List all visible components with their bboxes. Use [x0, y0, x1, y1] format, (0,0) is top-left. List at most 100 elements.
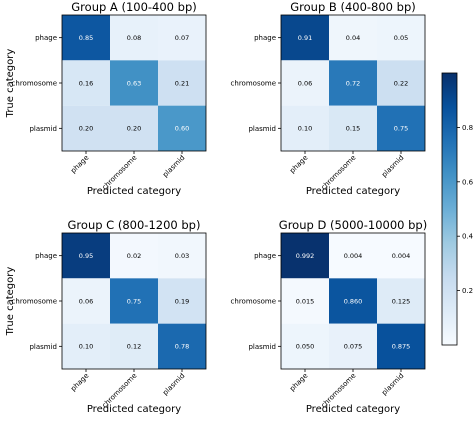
y-axis-label: True category — [5, 49, 16, 119]
heatmap-cell — [158, 15, 206, 61]
cell-value-label: 0.75 — [394, 125, 408, 133]
heatmap-cell — [377, 15, 425, 61]
panel-title: Group D (5000-10000 bp) — [279, 218, 427, 232]
cell-value-label: 0.992 — [296, 252, 315, 260]
y-tick-label: phage — [254, 34, 276, 42]
cell-value-label: 0.63 — [127, 79, 141, 87]
x-tick-label: plasmid — [161, 154, 186, 179]
x-tick-label: phage — [69, 154, 90, 175]
x-tick-label: plasmid — [380, 372, 405, 397]
cell-value-label: 0.04 — [346, 34, 360, 42]
y-axis-label: True category — [5, 267, 16, 337]
x-axis-label: Predicted category — [306, 404, 400, 415]
cell-value-label: 0.19 — [175, 297, 189, 305]
cell-value-label: 0.050 — [296, 343, 315, 351]
heatmap-cell — [281, 323, 329, 369]
cell-value-label: 0.015 — [296, 297, 315, 305]
cell-value-label: 0.10 — [79, 343, 93, 351]
y-tick-label: plasmid — [248, 343, 276, 351]
cell-value-label: 0.875 — [392, 343, 411, 351]
cell-value-label: 0.10 — [298, 125, 312, 133]
heatmap-cell — [329, 323, 377, 369]
x-axis-label: Predicted category — [87, 186, 181, 197]
panel-title: Group B (400-800 bp) — [290, 0, 416, 14]
colorbar: 0.2 0.4 0.6 0.8 — [441, 72, 474, 346]
panel-3: 0.95 0.02 0.03 0.06 0.75 0.19 0.10 0.12 0.78 Grou… — [5, 218, 207, 415]
heatmap-cell — [377, 233, 425, 279]
heatmap-cell — [62, 15, 110, 61]
cell-value-label: 0.75 — [127, 297, 141, 305]
heatmap-cell — [329, 15, 377, 61]
cell-value-label: 0.08 — [127, 34, 141, 42]
heatmap-cell — [281, 105, 329, 151]
cell-value-label: 0.075 — [344, 343, 363, 351]
heatmap-cell — [158, 278, 206, 324]
heatmap-cell — [110, 15, 158, 61]
cell-value-label: 0.004 — [344, 252, 363, 260]
panel-2: 0.91 0.04 0.05 0.06 0.72 0.22 0.10 0.15 0.75 Grou… — [231, 0, 426, 197]
cell-value-label: 0.21 — [175, 79, 189, 87]
heatmap-cell — [329, 278, 377, 324]
colorbar-tick-label: 0.6 — [462, 178, 474, 186]
cell-value-label: 0.860 — [344, 297, 363, 305]
panel-title: Group C (800-1200 bp) — [68, 218, 201, 232]
heatmap-cell — [281, 278, 329, 324]
heatmap-cell — [110, 323, 158, 369]
y-tick-label: plasmid — [29, 125, 57, 133]
cell-value-label: 0.22 — [394, 79, 408, 87]
cell-value-label: 0.06 — [79, 297, 93, 305]
cell-value-label: 0.78 — [175, 343, 189, 351]
heatmap-cell — [62, 105, 110, 151]
cell-value-label: 0.95 — [79, 252, 93, 260]
heatmap-cell — [110, 233, 158, 279]
y-tick-label: chromosome — [12, 298, 57, 306]
cell-value-label: 0.004 — [392, 252, 411, 260]
heatmap-cell — [62, 233, 110, 279]
y-tick-label: phage — [254, 252, 276, 260]
heatmap-cell — [377, 105, 425, 151]
heatmap-cell — [158, 233, 206, 279]
heatmap-cell — [377, 60, 425, 106]
heatmap-cell — [329, 105, 377, 151]
panel-1: 0.85 0.08 0.07 0.16 0.63 0.21 0.20 0.20 0.60 Grou… — [5, 0, 207, 197]
x-tick-label: plasmid — [380, 154, 405, 179]
y-tick-label: plasmid — [29, 343, 57, 351]
heatmap-cell — [158, 60, 206, 106]
y-tick-label: chromosome — [231, 80, 276, 88]
y-tick-label: phage — [35, 252, 57, 260]
heatmap-cell — [281, 233, 329, 279]
y-tick-label: chromosome — [231, 298, 276, 306]
panel-4: 0.992 0.004 0.004 0.015 0.860 0.125 0.050 0.075… — [231, 218, 428, 415]
x-tick-label: phage — [69, 372, 90, 393]
cell-value-label: 0.60 — [175, 125, 189, 133]
heatmap-cell — [329, 233, 377, 279]
cell-value-label: 0.05 — [394, 34, 408, 42]
cell-value-label: 0.72 — [346, 79, 360, 87]
heatmap-cell — [281, 15, 329, 61]
heatmap-cell — [377, 323, 425, 369]
colorbar-tick-label: 0.4 — [462, 233, 474, 241]
cell-value-label: 0.85 — [79, 34, 93, 42]
heatmap-cell — [329, 60, 377, 106]
heatmap-cell — [158, 323, 206, 369]
y-tick-label: chromosome — [12, 80, 57, 88]
cell-value-label: 0.16 — [79, 79, 93, 87]
y-tick-label: plasmid — [248, 125, 276, 133]
heatmap-cell — [110, 278, 158, 324]
heatmap-cell — [377, 278, 425, 324]
cell-value-label: 0.12 — [127, 343, 141, 351]
y-tick-label: phage — [35, 34, 57, 42]
heatmap-cell — [110, 60, 158, 106]
heatmap-cell — [62, 278, 110, 324]
cell-value-label: 0.07 — [175, 34, 189, 42]
x-tick-label: phage — [288, 154, 309, 175]
cell-value-label: 0.91 — [298, 34, 312, 42]
cell-value-label: 0.20 — [127, 125, 141, 133]
colorbar-tick-label: 0.2 — [462, 287, 473, 295]
heatmap-cell — [62, 60, 110, 106]
x-tick-label: plasmid — [161, 372, 186, 397]
colorbar-gradient — [441, 72, 458, 346]
x-axis-label: Predicted category — [87, 404, 181, 415]
cell-value-label: 0.03 — [175, 252, 189, 260]
